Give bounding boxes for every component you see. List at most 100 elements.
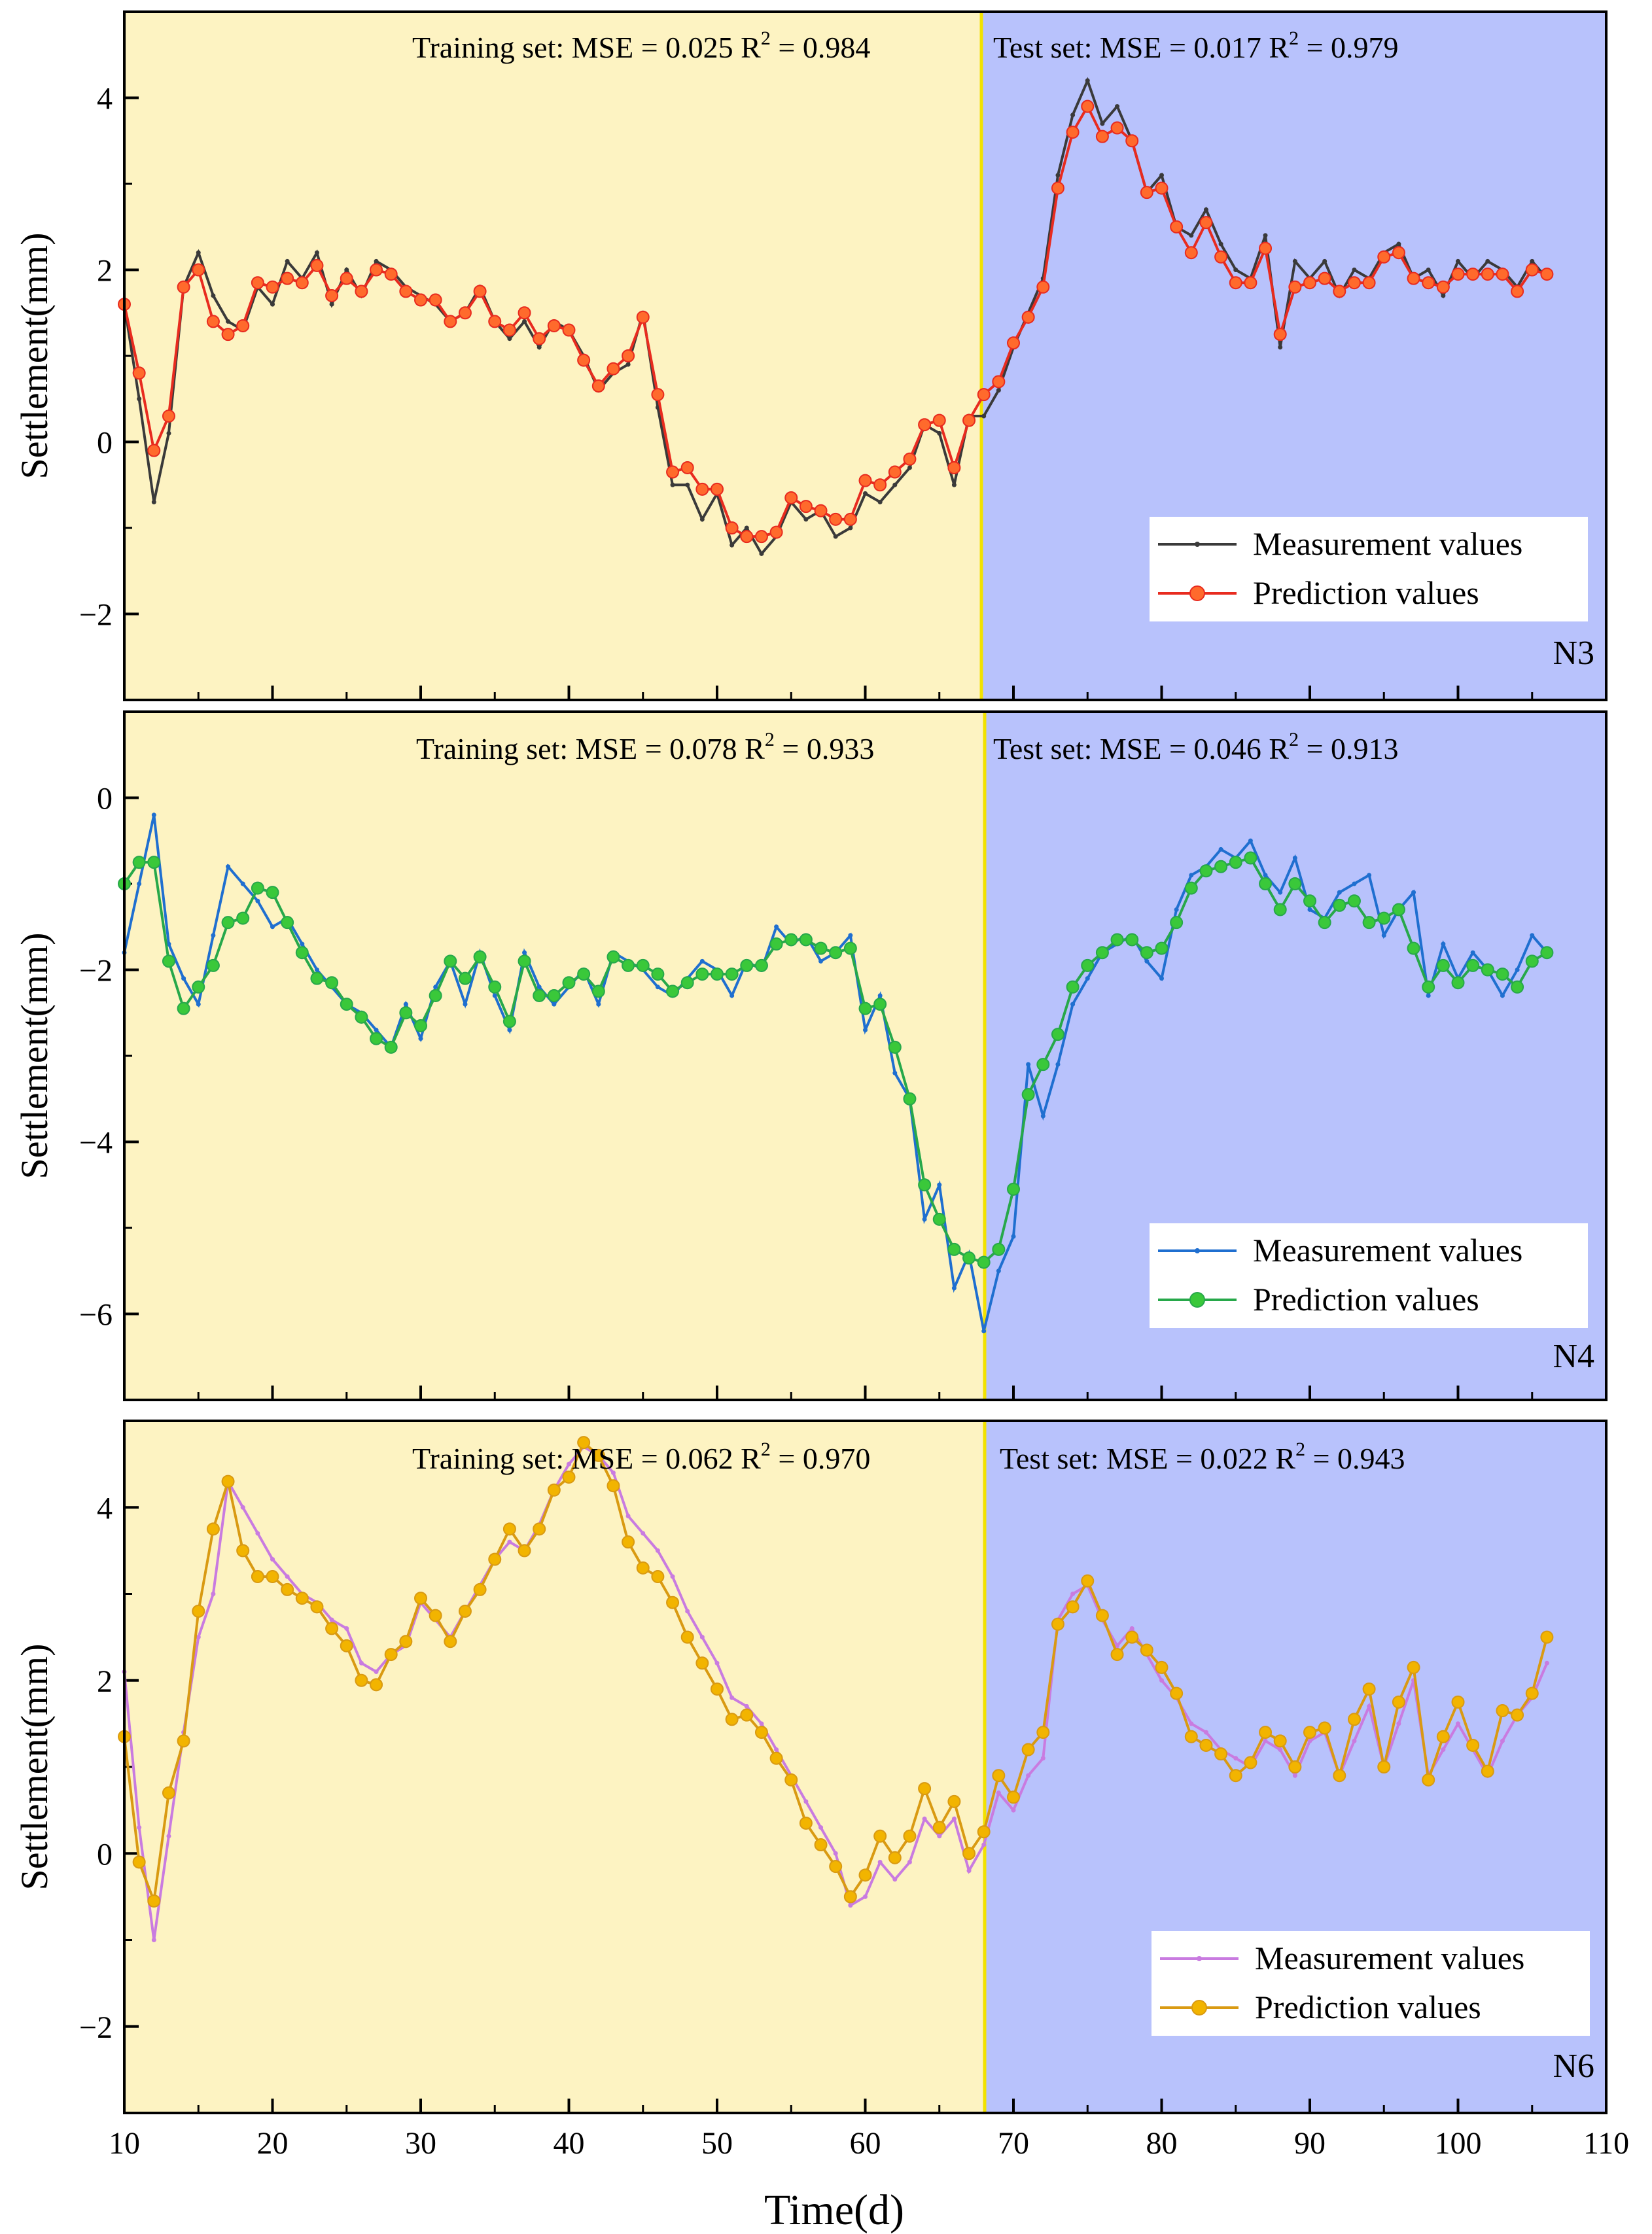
predicted-point-N3-27 <box>518 306 531 320</box>
legend-predicted-marker-N4 <box>1189 1292 1205 1308</box>
legend-predicted-label-N6: Prediction values <box>1255 1989 1481 2025</box>
predicted-point-N6-22 <box>444 1635 457 1649</box>
predicted-point-N4-30 <box>562 976 576 990</box>
measured-point-N4-64 <box>1070 1002 1076 1007</box>
predicted-point-N3-14 <box>325 288 339 302</box>
predicted-point-N3-59 <box>992 375 1006 389</box>
legend-box-N3 <box>1150 517 1588 621</box>
y-tick-label-N4-0: 0 <box>97 782 113 816</box>
legend-predicted-marker-N3 <box>1189 585 1205 601</box>
y-tick-label-N4-2: −4 <box>79 1126 113 1161</box>
predicted-point-N3-52 <box>888 465 902 479</box>
measured-point-N4-65 <box>1085 976 1090 981</box>
measured-point-N6-59 <box>996 1790 1001 1796</box>
measured-point-N6-6 <box>211 1592 216 1596</box>
predicted-point-N6-36 <box>651 1570 665 1584</box>
predicted-point-N4-52 <box>888 1040 902 1054</box>
measured-point-N3-86 <box>1396 241 1401 247</box>
measured-point-N4-4 <box>181 976 186 981</box>
measured-point-N6-48 <box>833 1851 838 1856</box>
predicted-point-N3-32 <box>591 379 605 393</box>
measured-point-N3-37 <box>670 482 675 487</box>
predicted-point-N3-19 <box>399 285 413 298</box>
measured-point-N6-55 <box>937 1834 942 1839</box>
predicted-point-N3-11 <box>281 271 294 285</box>
predicted-point-N4-67 <box>1110 933 1124 947</box>
measured-point-N3-56 <box>951 482 957 487</box>
measured-point-N3-51 <box>877 500 883 505</box>
predicted-point-N4-31 <box>577 968 591 981</box>
predicted-point-N4-90 <box>1451 976 1465 990</box>
measured-point-N4-71 <box>1174 907 1179 912</box>
measured-point-N4-36 <box>655 985 660 990</box>
predicted-point-N4-1 <box>132 856 146 869</box>
predicted-point-N6-9 <box>251 1570 264 1584</box>
predicted-point-N3-94 <box>1511 285 1524 298</box>
predicted-point-N6-94 <box>1511 1708 1524 1722</box>
predicted-point-N6-13 <box>310 1600 324 1614</box>
measured-point-N4-6 <box>211 933 216 938</box>
measured-point-N4-88 <box>1426 993 1431 998</box>
y-axis-title-N4: Settlement(mm) <box>13 933 56 1179</box>
predicted-point-N6-28 <box>533 1522 546 1536</box>
measured-point-N3-70 <box>1159 173 1164 178</box>
y-tick-label-N3-0: 4 <box>97 82 113 116</box>
measured-point-N6-9 <box>255 1531 260 1536</box>
predicted-point-N3-8 <box>236 319 250 332</box>
test-metrics-N4: Test set: MSE = 0.046 R2 = 0.913 <box>993 729 1399 765</box>
predicted-point-N6-17 <box>370 1678 383 1692</box>
measured-point-N3-15 <box>344 268 349 272</box>
measured-point-N3-89 <box>1441 293 1446 298</box>
predicted-point-N4-69 <box>1140 946 1153 960</box>
predicted-point-N6-41 <box>725 1713 739 1726</box>
measured-point-N6-1 <box>137 1825 142 1830</box>
predicted-point-N6-71 <box>1170 1686 1184 1700</box>
predicted-point-N4-94 <box>1511 980 1524 994</box>
measured-point-N3-42 <box>744 525 749 531</box>
predicted-point-N3-35 <box>636 310 650 324</box>
predicted-point-N3-64 <box>1066 126 1080 139</box>
measured-point-N6-14 <box>329 1617 334 1622</box>
predicted-point-N4-13 <box>310 971 324 985</box>
predicted-point-N6-34 <box>622 1535 635 1549</box>
predicted-point-N6-83 <box>1347 1713 1361 1726</box>
predicted-point-N3-63 <box>1051 181 1064 195</box>
predicted-point-N3-18 <box>384 268 398 281</box>
measured-point-N3-6 <box>211 293 216 298</box>
predicted-point-N4-62 <box>1036 1058 1050 1072</box>
measured-point-N3-63 <box>1055 173 1061 178</box>
predicted-point-N6-33 <box>606 1479 620 1493</box>
measured-point-N4-85 <box>1381 933 1386 938</box>
predicted-point-N6-23 <box>458 1604 472 1618</box>
test-metrics-sup-N4: 2 <box>1289 729 1299 750</box>
predicted-point-N6-54 <box>918 1782 932 1796</box>
predicted-point-N3-86 <box>1392 246 1405 260</box>
x-tick-label-2: 30 <box>405 2126 436 2161</box>
predicted-point-N4-32 <box>591 985 605 998</box>
predicted-point-N6-67 <box>1110 1648 1124 1662</box>
predicted-point-N4-38 <box>680 976 694 990</box>
measured-point-N3-3 <box>166 430 171 436</box>
train-metrics-suffix-N3: = 0.984 <box>771 31 870 64</box>
predicted-point-N3-12 <box>295 276 309 290</box>
predicted-point-N4-28 <box>533 988 546 1002</box>
predicted-point-N6-88 <box>1422 1773 1435 1787</box>
predicted-point-N4-46 <box>799 933 813 947</box>
measured-point-N6-47 <box>818 1825 824 1830</box>
measured-point-N3-34 <box>625 362 631 367</box>
measured-point-N6-72 <box>1189 1721 1194 1726</box>
measured-point-N6-68 <box>1129 1626 1134 1631</box>
predicted-point-N3-22 <box>444 315 457 328</box>
y-tick-label-N4-1: −2 <box>79 954 113 988</box>
measured-point-N3-95 <box>1530 258 1535 264</box>
predicted-point-N6-1 <box>132 1855 146 1869</box>
train-metrics-sup-N4: 2 <box>765 729 775 750</box>
y-tick-label-N3-2: 0 <box>97 426 113 461</box>
predicted-point-N3-1 <box>132 366 146 380</box>
measured-point-N3-67 <box>1115 104 1120 109</box>
predicted-point-N6-91 <box>1466 1738 1480 1752</box>
predicted-point-N3-33 <box>606 362 620 375</box>
measured-point-N4-93 <box>1500 993 1505 998</box>
test-metrics-N6: Test set: MSE = 0.022 R2 = 0.943 <box>1000 1439 1405 1475</box>
measured-point-N6-75 <box>1233 1756 1239 1761</box>
